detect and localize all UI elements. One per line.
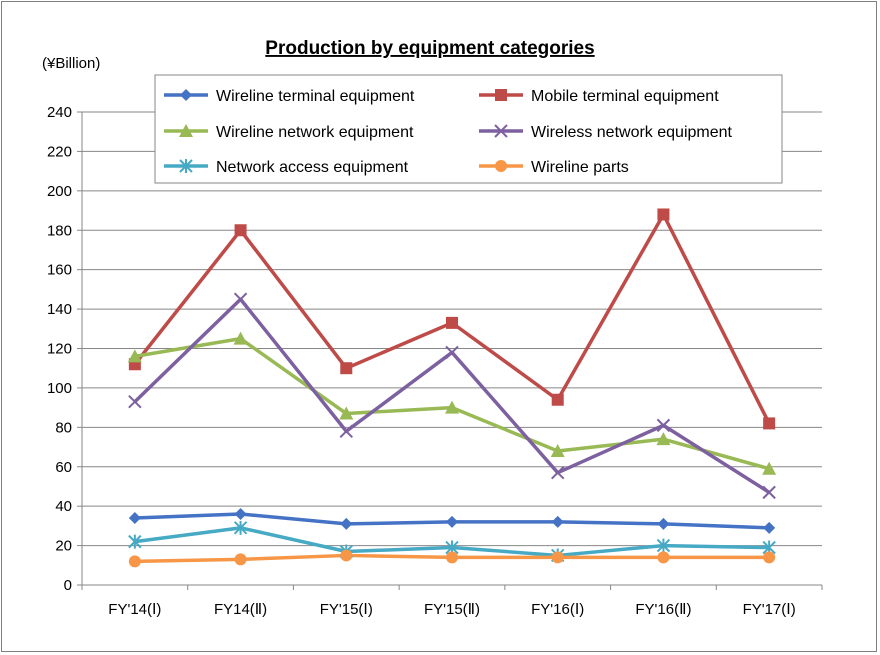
data-point bbox=[233, 292, 248, 306]
y-tick-label: 140 bbox=[47, 301, 72, 318]
data-point bbox=[339, 406, 354, 420]
legend-label: Mobile terminal equipment bbox=[531, 88, 719, 105]
y-tick-label: 220 bbox=[47, 143, 72, 160]
y-tick-label: 20 bbox=[55, 538, 72, 555]
data-point bbox=[762, 485, 776, 500]
legend-marker bbox=[494, 124, 508, 138]
data-point bbox=[234, 553, 247, 566]
data-point bbox=[446, 551, 458, 564]
y-tick-label: 0 bbox=[64, 577, 72, 594]
x-tick-label: FY'14(Ⅰ) bbox=[108, 601, 161, 618]
chart-title: Production by equipment categories bbox=[265, 38, 594, 59]
legend-marker bbox=[180, 89, 192, 101]
data-point bbox=[763, 521, 776, 534]
y-tick-label: 60 bbox=[55, 459, 72, 476]
y-tick-label: 120 bbox=[47, 341, 72, 358]
legend-marker bbox=[179, 124, 193, 137]
data-point bbox=[445, 345, 459, 360]
x-tick-label: FY'15(Ⅱ) bbox=[424, 601, 480, 618]
data-point bbox=[127, 349, 142, 363]
data-point bbox=[657, 551, 670, 564]
y-axis-unit-label: (¥Billion) bbox=[42, 55, 100, 72]
y-tick-label: 200 bbox=[47, 183, 72, 200]
legend-label: Wireline parts bbox=[531, 159, 629, 176]
data-point bbox=[233, 520, 248, 535]
legend-label: Wireline terminal equipment bbox=[216, 88, 415, 105]
axes: 0 20 40 60 80 100 120 140 160 180 200 220 240 FY'14(Ⅰ… bbox=[47, 104, 823, 618]
legend-label: Wireless network equipment bbox=[531, 124, 733, 141]
legend: Wireline terminal equipment Mobile termin… bbox=[154, 74, 783, 184]
data-point bbox=[128, 395, 142, 409]
data-point bbox=[551, 515, 564, 528]
data-point bbox=[340, 362, 353, 375]
legend-label: Network access equipment bbox=[216, 159, 409, 176]
data-point bbox=[234, 224, 247, 237]
data-point bbox=[763, 551, 776, 564]
y-tick-label: 40 bbox=[55, 498, 72, 515]
data-point bbox=[763, 417, 776, 430]
data-point bbox=[656, 432, 671, 446]
data-point bbox=[128, 555, 141, 568]
x-tick-label: FY'15(Ⅰ) bbox=[320, 601, 373, 618]
legend-marker bbox=[495, 89, 507, 101]
data-point bbox=[446, 316, 458, 329]
data-point bbox=[656, 538, 671, 553]
data-point bbox=[656, 418, 671, 433]
data-point bbox=[762, 461, 777, 475]
data-point bbox=[551, 551, 564, 564]
legend-box bbox=[154, 74, 783, 184]
y-tick-label: 80 bbox=[55, 419, 72, 436]
series-markers bbox=[127, 208, 777, 568]
data-point bbox=[340, 517, 353, 530]
legend-marker bbox=[495, 160, 507, 172]
legend-label: Wireline network equipment bbox=[216, 124, 414, 141]
y-tick-label: 100 bbox=[47, 380, 72, 397]
data-point bbox=[339, 424, 353, 438]
data-point bbox=[233, 331, 248, 345]
data-point bbox=[128, 511, 141, 524]
data-point bbox=[657, 208, 670, 221]
x-tick-label: FY'17(Ⅰ) bbox=[743, 601, 796, 618]
legend-marker bbox=[179, 159, 193, 173]
y-tick-label: 180 bbox=[47, 222, 72, 239]
y-tick-label: 240 bbox=[47, 104, 72, 121]
data-point bbox=[551, 465, 565, 480]
data-point bbox=[550, 443, 565, 457]
data-point bbox=[445, 400, 459, 414]
data-point bbox=[128, 534, 142, 549]
data-point bbox=[657, 517, 670, 530]
x-tick-label: FY'16(Ⅰ) bbox=[531, 601, 584, 618]
data-point bbox=[340, 549, 353, 562]
data-point bbox=[234, 508, 247, 521]
x-tick-label: FY'16(Ⅱ) bbox=[635, 601, 691, 618]
x-tick-label: FY14(Ⅱ) bbox=[214, 601, 267, 618]
data-point bbox=[551, 393, 564, 406]
data-point bbox=[446, 515, 458, 528]
y-tick-label: 160 bbox=[47, 262, 72, 279]
